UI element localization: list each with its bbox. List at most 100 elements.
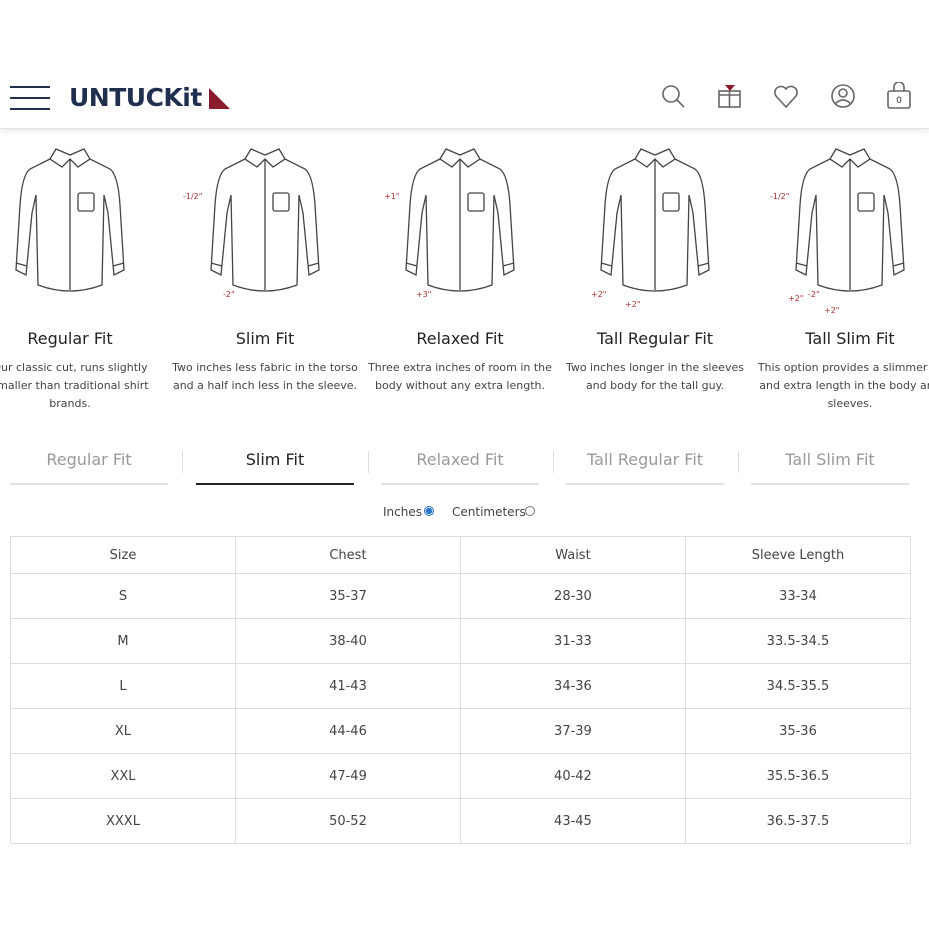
tab-separator [367, 451, 369, 473]
fit-description: Two inches less fabric in the torso and … [172, 361, 358, 392]
table-row: L 41-43 34-36 34.5-35.5 [10, 663, 912, 709]
shirt [16, 149, 124, 291]
shirt-illustration [205, 145, 325, 305]
table-cell: 37-39 [459, 708, 686, 754]
fit-annotation: +2" [625, 300, 641, 309]
fit-annotation: +2" [788, 294, 804, 303]
table-cell: 28-30 [459, 573, 686, 619]
table-cell: 34.5-35.5 [684, 663, 912, 709]
fit-tab[interactable]: Relaxed Fit [416, 450, 504, 469]
fit-tab[interactable]: Tall Regular Fit [586, 450, 704, 469]
table-cell: 33.5-34.5 [684, 618, 912, 664]
table-cell: S [10, 573, 236, 619]
column-header: Sleeve Length [684, 536, 912, 574]
unit-radio[interactable] [424, 506, 434, 516]
fit-description: Three extra inches of room in the body w… [368, 361, 552, 392]
table-cell: 43-45 [459, 798, 686, 844]
gift-icon[interactable] [718, 85, 741, 108]
column-header: Waist [459, 536, 686, 574]
table-cell: 41-43 [234, 663, 461, 709]
table-cell: XL [10, 708, 236, 754]
table-cell: 35.5-36.5 [684, 753, 912, 799]
table-header-row: Size Chest Waist Sleeve Length [10, 536, 912, 574]
fit-card: -1/2" -2" Slim Fit Two inches less fabric i… [165, 140, 365, 420]
table-cell: 35-36 [684, 708, 912, 754]
fit-annotation: +3" [416, 290, 432, 299]
column-header: Size [10, 536, 236, 574]
fit-name: Slim Fit [235, 329, 295, 348]
fit-card: Regular Fit Our classic cut, runs slightl… [0, 140, 170, 420]
table-cell: 50-52 [234, 798, 461, 844]
tab-underline [196, 483, 354, 485]
fit-tab[interactable]: Tall Slim Fit [785, 450, 875, 469]
shirt-illustration [595, 145, 715, 305]
tab-separator [182, 451, 183, 473]
fit-tab[interactable]: Slim Fit [245, 450, 305, 469]
table-cell: 44-46 [234, 708, 461, 754]
fit-annotation: -1/2" [183, 192, 203, 201]
table-cell: XXXL [10, 798, 236, 844]
shirt [601, 149, 709, 291]
fit-description: Two inches longer in the sleeves and bod… [565, 361, 745, 392]
tab-underline [566, 483, 724, 485]
table-cell: 47-49 [234, 753, 461, 799]
table-cell: 40-42 [459, 753, 686, 799]
unit-label[interactable]: Centimeters [452, 505, 526, 519]
tab-underline [10, 483, 168, 485]
cart-icon[interactable] [887, 82, 911, 109]
table-cell: XXL [10, 753, 236, 799]
table-row: XXXL 50-52 43-45 36.5-37.5 [10, 798, 912, 844]
fit-description: This option provides a slimmer fit and e… [757, 361, 929, 410]
table-row: XXL 47-49 40-42 35.5-36.5 [10, 753, 912, 799]
table-cell: 38-40 [234, 618, 461, 664]
header: UNTUCKit 0 [0, 0, 929, 129]
fit-card: +1" +3" Relaxed Fit Three extra inches of r… [360, 140, 560, 420]
shirt [406, 149, 514, 291]
logo[interactable]: UNTUCKit [69, 83, 202, 112]
search-icon[interactable] [662, 85, 685, 108]
table-cell: 35-37 [234, 573, 461, 619]
account-icon[interactable] [831, 84, 855, 108]
unit-label[interactable]: Inches [383, 505, 422, 519]
table-cell: M [10, 618, 236, 664]
tab-underline [381, 483, 539, 485]
tab-separator [737, 451, 739, 473]
fit-annotation: +1" [384, 192, 400, 201]
fit-name: Regular Fit [27, 329, 113, 348]
table-row: M 38-40 31-33 33.5-34.5 [10, 618, 912, 664]
wishlist-icon[interactable] [774, 85, 798, 109]
fit-annotation: -1/2" [770, 192, 790, 201]
tab-underline [751, 483, 909, 485]
table-cell: 31-33 [459, 618, 686, 664]
logo-mark [209, 88, 230, 109]
table-row: XL 44-46 37-39 35-36 [10, 708, 912, 754]
shirt-illustration [790, 145, 910, 305]
shirt-illustration [400, 145, 520, 305]
tab-separator [552, 451, 554, 473]
fit-annotation: -2" [223, 290, 235, 299]
fit-card: -1/2" +2" -2" +2" Tall Slim Fit This option p… [750, 140, 929, 420]
table-cell: 33-34 [684, 573, 912, 619]
table-cell: 34-36 [459, 663, 686, 709]
column-header: Chest [234, 536, 461, 574]
size-table: Size Chest Waist Sleeve Length S 35-37 28-30 33… [10, 536, 912, 844]
shirt-illustration [10, 145, 130, 305]
header-icons: 0 [662, 82, 911, 109]
fit-annotation: +2" [824, 306, 840, 315]
shirt [211, 149, 319, 291]
fit-annotation: -2" [808, 290, 820, 299]
shirt [796, 149, 904, 291]
fit-description: Our classic cut, runs slightly smaller t… [0, 361, 149, 410]
fit-tab[interactable]: Regular Fit [46, 450, 132, 469]
fit-name: Tall Regular Fit [596, 329, 714, 348]
table-row: S 35-37 28-30 33-34 [10, 573, 912, 619]
table-cell: L [10, 663, 236, 709]
fit-annotation: +2" [591, 290, 607, 299]
unit-radio[interactable] [525, 506, 535, 516]
menu-button[interactable] [10, 86, 50, 112]
cart-count: 0 [896, 96, 902, 106]
table-cell: 36.5-37.5 [684, 798, 912, 844]
fit-name: Tall Slim Fit [805, 329, 895, 348]
fit-card: +2" +2" Tall Regular Fit Two inches longer … [555, 140, 755, 420]
